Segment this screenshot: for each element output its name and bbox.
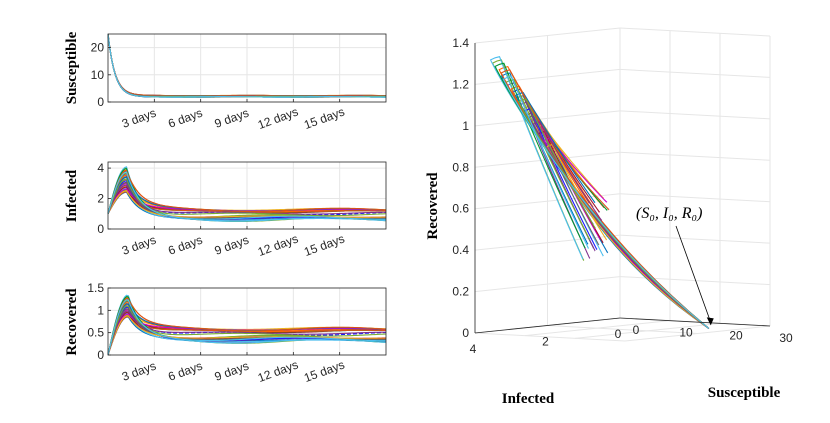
x-tick-label: 3 days <box>120 106 158 131</box>
s-axis-label: Susceptible <box>708 385 781 401</box>
trajectory-line <box>489 56 710 329</box>
x-tick-label: 3 days <box>120 359 158 384</box>
i-axis-line <box>474 317 621 334</box>
grid-line-z <box>619 193 771 203</box>
z-tick-label: 1 <box>462 119 469 133</box>
grid-line-i <box>474 332 626 342</box>
series-line <box>107 171 387 220</box>
grid-line-i <box>547 325 698 334</box>
trajectory-line <box>517 98 710 329</box>
x-tick-label: 12 days <box>256 104 300 132</box>
x-tick-label: 15 days <box>302 104 346 132</box>
annotation-arrow-line <box>675 225 712 323</box>
series-line <box>107 315 387 356</box>
trajectory-line <box>529 117 710 329</box>
z-tick-label: 0.4 <box>452 243 469 257</box>
i-tick-label: 2 <box>542 335 549 349</box>
series-line <box>107 170 387 214</box>
i-axis-label: Infected <box>502 391 555 407</box>
annotation-arrowhead <box>706 317 714 326</box>
y-tick-label: 0 <box>97 95 104 109</box>
series-line <box>107 33 387 97</box>
grid-line-z <box>619 234 771 244</box>
series-line <box>107 310 387 356</box>
susceptible-time-plot: 3 days 6 days 9 days 12 days 15 days 0 10 20 Sus… <box>64 31 387 132</box>
x-tick-label: 6 days <box>166 233 204 258</box>
y-axis-label: Infected <box>64 169 80 222</box>
z-tick-label: 1.2 <box>452 77 469 91</box>
grid-line-z <box>619 276 771 286</box>
y-tick-label: 2 <box>97 192 104 206</box>
series-line <box>107 189 387 218</box>
s-tick-label: 10 <box>679 326 693 340</box>
trajectory-line <box>518 101 710 329</box>
s-axis-line <box>619 317 771 327</box>
trajectory-line <box>546 143 710 329</box>
x-tick-label: 15 days <box>302 357 346 385</box>
i-tick-label: 4 <box>470 342 477 356</box>
s-tick-label: 0 <box>633 323 640 337</box>
y-tick-label: 1 <box>97 303 104 317</box>
i-tick-label: 0 <box>615 327 622 341</box>
y-axis-label: Recovered <box>64 288 80 356</box>
y-tick-label: 0 <box>97 222 104 236</box>
z-tick-label: 0.8 <box>452 160 469 174</box>
trajectory-line <box>505 78 710 329</box>
grid-line-z <box>619 110 771 120</box>
recovered-time-plot: 3 days 6 days 9 days 12 days 15 days 0 0.5 1 1.5… <box>64 281 387 385</box>
x-tick-label: 9 days <box>213 359 251 384</box>
trajectory-line <box>543 137 710 329</box>
grid-line-z <box>619 27 771 37</box>
trajectory-line <box>532 121 710 329</box>
series-line <box>107 312 387 356</box>
x-tick-label: 6 days <box>166 106 204 131</box>
infected-time-plot: 3 days 6 days 9 days 12 days 15 days 0 2 4 Infec… <box>64 161 387 259</box>
x-tick-label: 12 days <box>256 231 300 259</box>
x-tick-label: 15 days <box>302 231 346 259</box>
x-tick-label: 12 days <box>256 357 300 385</box>
z-axis-label: Recovered <box>425 172 441 240</box>
y-tick-label: 10 <box>91 68 105 82</box>
y-tick-label: 0 <box>97 348 104 362</box>
z-tick-label: 1.4 <box>452 36 469 50</box>
series-line <box>107 33 386 98</box>
series-line <box>107 299 387 356</box>
y-axis-label: Susceptible <box>64 31 80 104</box>
x-tick-label: 9 days <box>213 106 251 131</box>
series-line <box>107 187 387 221</box>
y-tick-label: 0.5 <box>87 326 104 340</box>
trajectory-line <box>514 91 710 329</box>
z-tick-label: 0.6 <box>452 202 469 216</box>
y-tick-label: 4 <box>97 161 104 175</box>
x-tick-label: 9 days <box>213 233 251 258</box>
y-tick-label: 20 <box>91 41 105 55</box>
x-tick-label: 3 days <box>120 233 158 258</box>
grid-line-z <box>619 151 771 161</box>
series-line <box>107 305 387 356</box>
trajectory-line <box>494 62 710 329</box>
y-tick-label: 1.5 <box>87 281 104 295</box>
grid-line-z <box>619 68 771 78</box>
series-line <box>107 298 387 356</box>
z-tick-label: 0.2 <box>452 285 469 299</box>
s-tick-label: 30 <box>779 331 793 345</box>
start-point-annotation: (S₀, I₀, R₀) <box>636 205 702 222</box>
s-tick-label: 20 <box>729 328 743 342</box>
x-tick-label: 6 days <box>166 359 204 384</box>
trajectory-line <box>502 75 710 329</box>
z-tick-label: 0 <box>462 326 469 340</box>
